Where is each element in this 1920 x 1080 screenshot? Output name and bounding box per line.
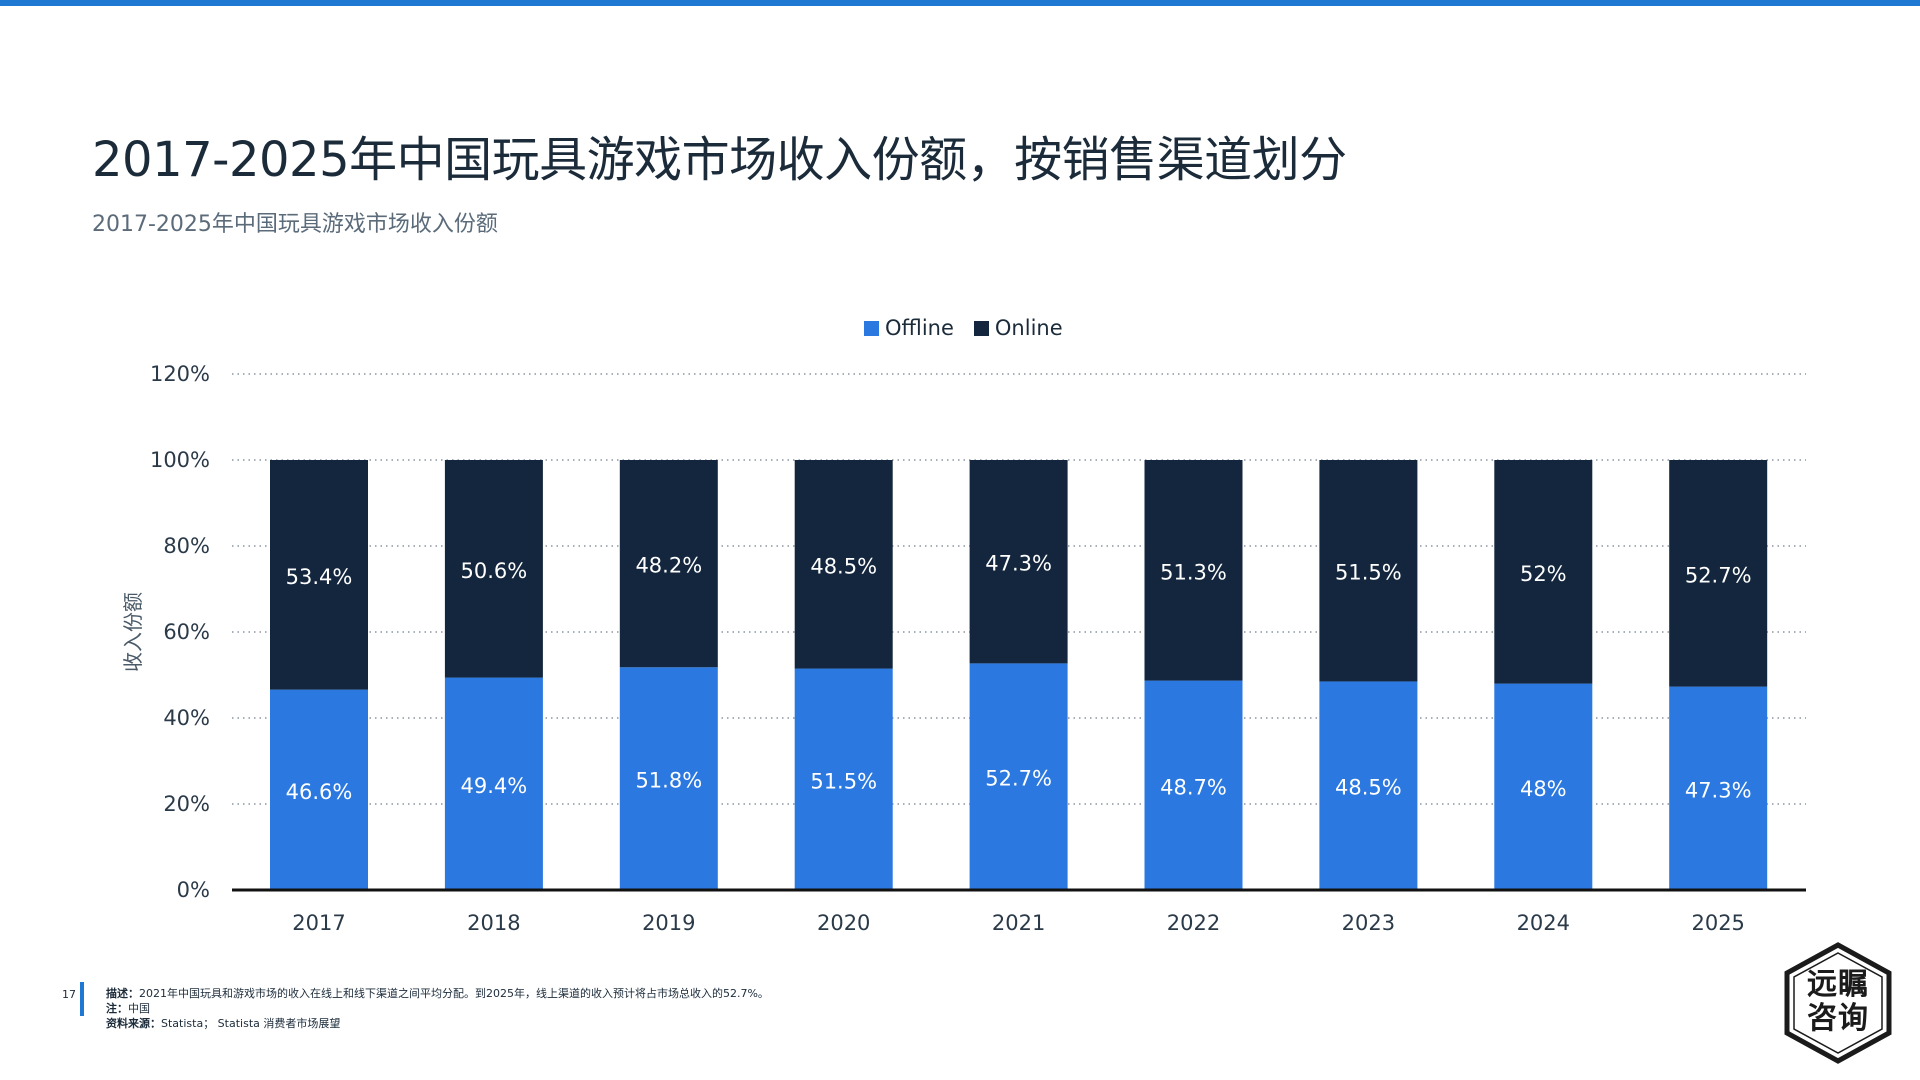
bar-online-2025[interactable]: [1669, 460, 1768, 687]
data-label-online-2018: 50.6%: [461, 559, 528, 583]
bar-online-2019[interactable]: [619, 460, 718, 668]
bar-labels: 46.6% 53.4% 49.4% 50.6% 51.8% 48.2% 51.5% 48.5%…: [286, 552, 1752, 804]
data-label-online-2019: 48.2%: [635, 554, 702, 578]
bar-offline-2021[interactable]: [969, 663, 1068, 890]
data-label-offline-2020: 51.5%: [810, 769, 877, 793]
bar-online-2017[interactable]: [270, 460, 368, 690]
bar-offline-2017[interactable]: [270, 689, 368, 890]
description-text: 2021年中国玩具和游戏市场的收入在线上和线下渠道之间平均分配。到2025年，线…: [139, 987, 769, 1000]
bar-offline-2023[interactable]: [1319, 681, 1418, 890]
x-tick-label-2018: 2018: [467, 911, 520, 935]
top-accent-bar: [0, 0, 1920, 6]
bar-offline-2025[interactable]: [1669, 686, 1768, 890]
data-label-offline-2021: 52.7%: [985, 767, 1052, 791]
bar-offline-2019[interactable]: [619, 667, 718, 890]
bar-online-2023[interactable]: [1319, 460, 1418, 682]
bar-offline-2024[interactable]: [1494, 683, 1593, 890]
axes: 0% 20% 40% 60% 80% 100% 120% 收入份额 2017 2018 2019 20…: [121, 362, 1806, 935]
y-tick-label: 60%: [163, 620, 210, 644]
logo-text-line1: 远瞩: [1807, 967, 1869, 1002]
y-tick-label: 0%: [177, 878, 210, 902]
legend-swatch-online: [973, 320, 989, 336]
bar-online-2020[interactable]: [794, 460, 893, 669]
y-tick-label: 80%: [163, 534, 210, 558]
bar-online-2021[interactable]: [969, 460, 1068, 664]
bar-online-2024[interactable]: [1494, 460, 1593, 684]
data-label-offline-2023: 48.5%: [1335, 776, 1402, 800]
source-text: Statista； Statista 消费者市场展望: [161, 1017, 341, 1030]
legend-label-offline: Offline: [885, 316, 954, 340]
x-tick-label-2024: 2024: [1517, 911, 1570, 935]
legend-swatch-offline: [864, 320, 879, 336]
footer-notes: 描述：2021年中国玩具和游戏市场的收入在线上和线下渠道之间平均分配。到2025…: [106, 986, 769, 1031]
x-tick-label-2020: 2020: [817, 911, 870, 935]
x-tick-label-2017: 2017: [292, 911, 345, 935]
data-label-offline-2025: 47.3%: [1685, 778, 1752, 802]
legend-item-offline[interactable]: Offline: [864, 316, 954, 340]
bar-offline-2022[interactable]: [1144, 680, 1243, 890]
footer-accent-bar: [80, 982, 84, 1016]
note-label: 注：: [106, 1002, 128, 1015]
x-tick-label-2021: 2021: [992, 911, 1045, 935]
description-label: 描述：: [106, 987, 139, 1000]
y-tick-label: 20%: [163, 792, 210, 816]
note-text: 中国: [128, 1002, 150, 1015]
y-tick-label: 40%: [163, 706, 210, 730]
logo-text-line2: 咨询: [1807, 1001, 1869, 1036]
logo-text: 远瞩 咨询: [1782, 968, 1894, 1036]
logo-badge: [1784, 942, 1892, 1064]
x-tick-label-2025: 2025: [1691, 911, 1744, 935]
source-label: 资料来源：: [106, 1017, 161, 1030]
data-label-offline-2024: 48%: [1520, 777, 1567, 801]
legend-item-online[interactable]: Online: [973, 316, 1063, 340]
data-label-online-2024: 52%: [1520, 562, 1567, 586]
footer-description: 描述：2021年中国玩具和游戏市场的收入在线上和线下渠道之间平均分配。到2025…: [106, 986, 769, 1001]
page-title: 2017-2025年中国玩具游戏市场收入份额，按销售渠道划分: [92, 132, 1347, 188]
x-tick-label-2023: 2023: [1342, 911, 1395, 935]
footer-source: 资料来源：Statista； Statista 消费者市场展望: [106, 1016, 769, 1031]
page-subtitle: 2017-2025年中国玩具游戏市场收入份额: [92, 212, 498, 237]
footer-note: 注：中国: [106, 1001, 769, 1016]
bar-online-2018[interactable]: [444, 460, 543, 678]
x-tick-label-2019: 2019: [642, 911, 695, 935]
data-label-offline-2017: 46.6%: [286, 780, 353, 804]
data-label-online-2022: 51.3%: [1160, 560, 1227, 584]
data-label-online-2021: 47.3%: [985, 552, 1052, 576]
data-label-offline-2018: 49.4%: [461, 774, 528, 798]
data-label-online-2020: 48.5%: [810, 554, 877, 578]
bar-online-2022[interactable]: [1144, 460, 1243, 681]
bar-offline-2020[interactable]: [794, 668, 893, 890]
y-axis-title: 收入份额: [121, 592, 145, 672]
legend-label-online: Online: [994, 316, 1063, 340]
data-label-online-2017: 53.4%: [286, 565, 353, 589]
bar-offline-2018[interactable]: [444, 677, 543, 890]
data-label-offline-2019: 51.8%: [635, 769, 702, 793]
chart-legend: Offline Online: [864, 316, 1083, 340]
y-tick-label: 120%: [150, 362, 210, 386]
data-label-online-2025: 52.7%: [1685, 563, 1752, 587]
data-label-offline-2022: 48.7%: [1160, 775, 1227, 799]
x-tick-label-2022: 2022: [1167, 911, 1220, 935]
data-label-online-2023: 51.5%: [1335, 561, 1402, 585]
y-tick-label: 100%: [150, 448, 210, 472]
page-number: 17: [62, 988, 76, 1001]
bars: [270, 460, 1768, 890]
